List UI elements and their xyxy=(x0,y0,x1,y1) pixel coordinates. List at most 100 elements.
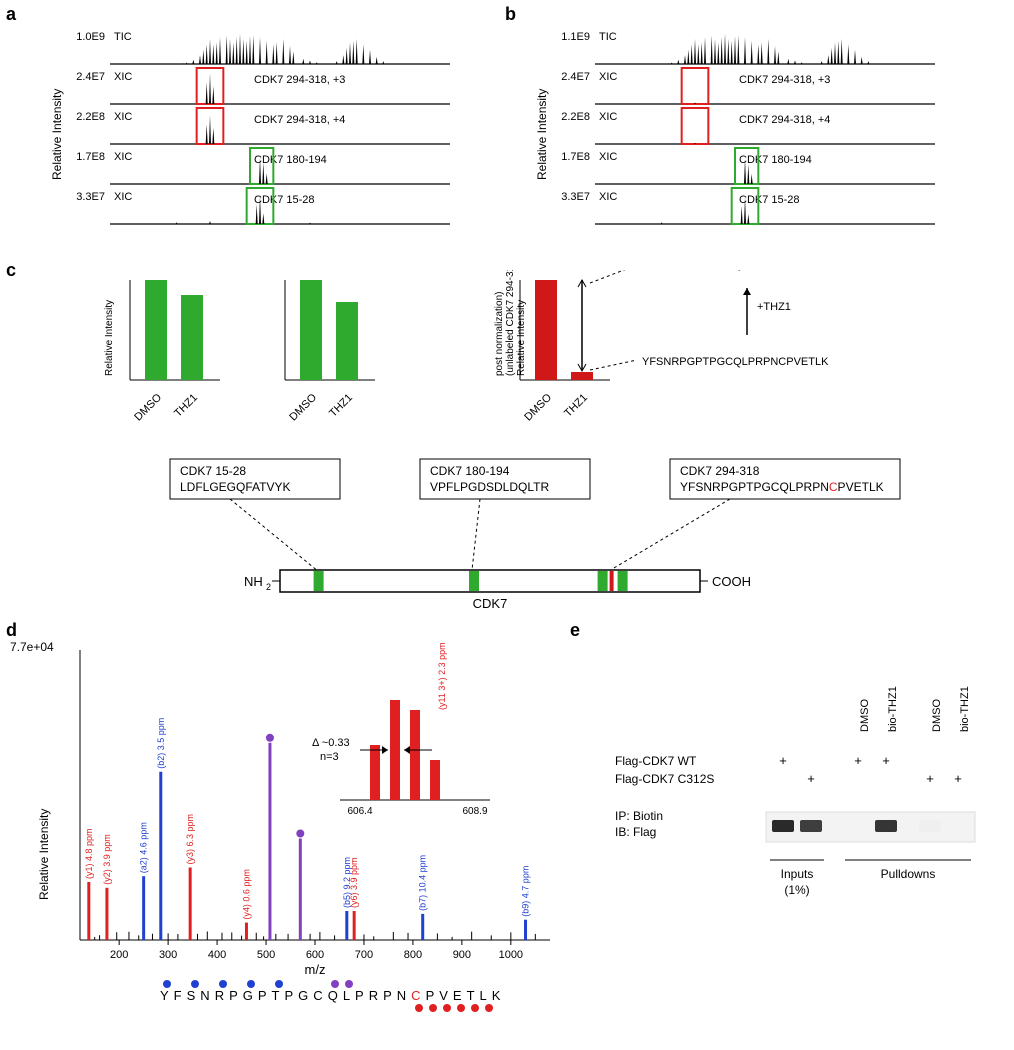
panel-d-svg: (y1) 4.8 ppm(y2) 3.9 ppm(a2) 4.6 ppm(b2)… xyxy=(45,640,585,1020)
panel-d-ymax: 7.7e+04 xyxy=(10,640,54,654)
svg-text:+: + xyxy=(926,771,934,786)
panel-d-container: Relative Intensity 7.7e+04 (y1) 4.8 ppm(… xyxy=(45,640,585,1025)
svg-text:CDK7 294-318: CDK7 294-318 xyxy=(680,464,760,478)
svg-text:YFSNRPGPTPGCQLPRPNCPVETLK: YFSNRPGPTPGCQLPRPNCPVETLK xyxy=(642,356,829,368)
svg-text:+: + xyxy=(854,753,862,768)
svg-text:bio-THZ1: bio-THZ1 xyxy=(959,686,971,732)
svg-text:Flag-CDK7 WT: Flag-CDK7 WT xyxy=(615,754,697,768)
svg-text:DMSO: DMSO xyxy=(859,699,871,732)
panel-c-container: Relative Intensity DMSO THZ1 DMSO THZ1 Relati… xyxy=(90,270,970,465)
svg-text:Δ ~0.33: Δ ~0.33 xyxy=(312,737,350,749)
svg-text:CDK7 294-318, +3: CDK7 294-318, +3 xyxy=(739,74,830,86)
svg-text:(y11 3+) 2.3 ppm: (y11 3+) 2.3 ppm xyxy=(437,642,447,710)
svg-text:VPFLPGDSDLDQLTR: VPFLPGDSDLDQLTR xyxy=(430,480,549,494)
panel-b-container: Relative Intensity 1.1E9TIC2.4E7XICCDK7 … xyxy=(555,20,955,255)
panel-c-label: c xyxy=(6,260,16,281)
svg-text:(b9) 4.7 ppm: (b9) 4.7 ppm xyxy=(521,866,531,917)
svg-text:CDK7 15-28: CDK7 15-28 xyxy=(739,194,800,206)
svg-text:LDFLGEGQFATVYK: LDFLGEGQFATVYK xyxy=(180,480,290,494)
svg-text:3.3E7: 3.3E7 xyxy=(76,191,105,203)
panel-e-container: DMSO bio-THZ1 DMSO bio-THZ1 Flag-CDK7 WT + + + F… xyxy=(615,680,995,975)
svg-text:2.2E8: 2.2E8 xyxy=(76,111,105,123)
svg-text:CDK7 15-28: CDK7 15-28 xyxy=(180,464,246,478)
svg-text:THZ1: THZ1 xyxy=(327,392,355,420)
svg-text:400: 400 xyxy=(208,949,226,961)
svg-text:COOH: COOH xyxy=(712,574,751,589)
svg-text:600: 600 xyxy=(306,949,324,961)
svg-text:800: 800 xyxy=(404,949,422,961)
svg-text:2.2E8: 2.2E8 xyxy=(561,111,590,123)
svg-text:DMSO: DMSO xyxy=(522,391,554,423)
svg-text:YFSNRPGPTPGCQLPRPNCPVETLK: YFSNRPGPTPGCQLPRPNCPVETLK xyxy=(642,270,829,271)
svg-text:m/z: m/z xyxy=(305,962,326,977)
svg-text:+: + xyxy=(807,771,815,786)
svg-text:CDK7 180-194: CDK7 180-194 xyxy=(430,464,510,478)
svg-text:(b2) 3.5 ppm: (b2) 3.5 ppm xyxy=(156,718,166,769)
svg-text:900: 900 xyxy=(453,949,471,961)
svg-text:CDK7 180-194: CDK7 180-194 xyxy=(254,154,327,166)
svg-text:XIC: XIC xyxy=(599,71,617,83)
svg-text:+: + xyxy=(954,771,962,786)
svg-text:(unlabeled CDK7 294-318: (unlabeled CDK7 294-318 xyxy=(505,270,516,376)
panel-a-svg: 1.0E9TIC2.4E7XICCDK7 294-318, +32.2E8XIC… xyxy=(70,20,470,250)
svg-text:CDK7 294-318, +3: CDK7 294-318, +3 xyxy=(254,74,345,86)
svg-text:(1%): (1%) xyxy=(784,883,809,897)
svg-text:(y3) 6.3 ppm: (y3) 6.3 ppm xyxy=(185,814,195,865)
svg-text:post normalization): post normalization) xyxy=(494,292,505,376)
panel-d-yaxis-label: Relative Intensity xyxy=(37,809,51,900)
svg-text:YFSNRPGPTPGCQLPRPNCPVETLK: YFSNRPGPTPGCQLPRPNCPVETLK xyxy=(680,480,884,494)
svg-text:1000: 1000 xyxy=(499,949,523,961)
svg-text:(y6) 3.9 ppm: (y6) 3.9 ppm xyxy=(349,857,359,908)
svg-text:2.4E7: 2.4E7 xyxy=(76,71,105,83)
svg-text:200: 200 xyxy=(110,949,128,961)
svg-text:(b7) 10.4 ppm: (b7) 10.4 ppm xyxy=(418,855,428,911)
svg-text:(y4) 0.6 ppm: (y4) 0.6 ppm xyxy=(241,869,251,920)
figure-root: a b c d e Relative Intensity 1.0E9TIC2.4… xyxy=(0,0,1014,1050)
svg-text:DMSO: DMSO xyxy=(132,391,164,423)
panel-a-container: Relative Intensity 1.0E9TIC2.4E7XICCDK7 … xyxy=(70,20,470,255)
svg-text:608.9: 608.9 xyxy=(462,806,487,817)
svg-text:THZ1: THZ1 xyxy=(562,392,590,420)
svg-text:DMSO: DMSO xyxy=(931,699,943,732)
panel-a-yaxis-label: Relative Intensity xyxy=(50,89,64,180)
panel-b-label: b xyxy=(505,4,516,25)
svg-text:XIC: XIC xyxy=(599,151,617,163)
svg-text:n=3: n=3 xyxy=(320,751,339,763)
svg-text:606.4: 606.4 xyxy=(347,806,372,817)
svg-text:2: 2 xyxy=(266,582,271,592)
svg-text:(y1) 4.8 ppm: (y1) 4.8 ppm xyxy=(84,828,94,879)
svg-text:1.7E8: 1.7E8 xyxy=(561,151,590,163)
svg-text:+: + xyxy=(882,753,890,768)
svg-text:DMSO: DMSO xyxy=(287,391,319,423)
svg-text:1.1E9: 1.1E9 xyxy=(561,31,590,43)
svg-text:Relative Intensity: Relative Intensity xyxy=(516,300,527,376)
svg-text:CDK7 294-318, +4: CDK7 294-318, +4 xyxy=(254,114,345,126)
panel-e-svg: DMSO bio-THZ1 DMSO bio-THZ1 Flag-CDK7 WT + + + F… xyxy=(615,680,995,970)
svg-text:700: 700 xyxy=(355,949,373,961)
svg-text:+: + xyxy=(779,753,787,768)
svg-text:CDK7 180-194: CDK7 180-194 xyxy=(739,154,812,166)
svg-text:3.3E7: 3.3E7 xyxy=(561,191,590,203)
svg-text:1.7E8: 1.7E8 xyxy=(76,151,105,163)
svg-text:THZ1: THZ1 xyxy=(172,392,200,420)
panel-a-label: a xyxy=(6,4,16,25)
svg-text:300: 300 xyxy=(159,949,177,961)
svg-text:IP: Biotin: IP: Biotin xyxy=(615,809,663,823)
svg-text:2.4E7: 2.4E7 xyxy=(561,71,590,83)
panel-c-svg: Relative Intensity DMSO THZ1 DMSO THZ1 Relati… xyxy=(90,270,970,460)
panel-d-label: d xyxy=(6,620,17,641)
svg-text:TIC: TIC xyxy=(599,31,617,43)
svg-text:Relative Intensity: Relative Intensity xyxy=(104,300,115,376)
svg-text:Flag-CDK7 C312S: Flag-CDK7 C312S xyxy=(615,772,714,786)
svg-text:XIC: XIC xyxy=(114,151,132,163)
svg-text:XIC: XIC xyxy=(114,191,132,203)
svg-text:bio-THZ1: bio-THZ1 xyxy=(887,686,899,732)
svg-text:NH: NH xyxy=(244,574,263,589)
svg-text:XIC: XIC xyxy=(114,111,132,123)
svg-text:IB: Flag: IB: Flag xyxy=(615,825,656,839)
svg-text:Pulldowns: Pulldowns xyxy=(881,867,936,881)
svg-text:(a2) 4.6 ppm: (a2) 4.6 ppm xyxy=(139,822,149,873)
svg-text:Inputs: Inputs xyxy=(781,867,814,881)
panel-b-yaxis-label: Relative Intensity xyxy=(535,89,549,180)
panel-c-schematic: CDK7 15-28 LDFLGEGQFATVYK CDK7 180-194 VPFL… xyxy=(130,455,910,620)
